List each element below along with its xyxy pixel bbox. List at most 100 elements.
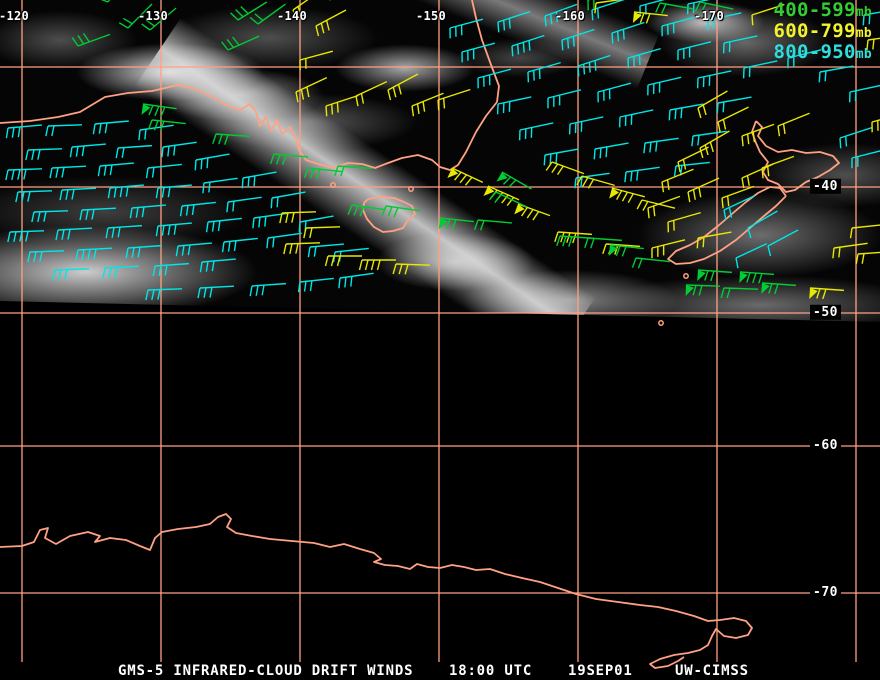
barb-feather [608,88,611,100]
wind-barb [741,163,774,189]
barb-feather [148,105,154,116]
barb-feather [751,14,754,26]
legend-unit: mb [855,5,872,20]
wind-barb [202,177,238,194]
barb-feather [857,156,859,167]
wind-barb [355,80,388,107]
island-dot [408,186,414,192]
barb-feather [117,227,121,238]
wind-barb [477,68,512,89]
barb-shaft [451,167,484,184]
barb-feather [55,229,59,241]
barb-feather [866,39,869,51]
wind-barb [98,0,129,3]
barb-feather [194,159,197,171]
wind-barb [411,92,444,117]
barb-feather [768,283,773,294]
barb-feather [21,191,25,203]
barb-feather [688,47,691,58]
barb-feather [556,165,564,176]
barb-shaft [597,82,632,93]
wind-barb [751,3,785,26]
wind-barb [518,122,554,141]
barb-feather [702,104,707,116]
barb-feather [85,209,89,220]
barb-feather [517,44,520,55]
barb-shaft [551,161,585,175]
wind-barb [577,54,611,77]
barb-shaft [253,212,288,219]
wind-barb [643,137,679,154]
barb-feather [666,179,670,191]
wind-barb [594,0,630,14]
barb-feather [597,91,599,103]
wind-barb [721,185,755,209]
barb-shaft [697,269,732,274]
barb-feather [590,238,595,249]
barb-feather [716,102,719,114]
barb-shaft [697,70,732,79]
barb-feather [25,149,29,161]
barb-feather [643,142,646,154]
wind-barb [141,7,177,31]
wind-barb [105,224,142,239]
barb-shaft [177,242,212,247]
barb-feather [227,241,231,252]
barb-feather [661,25,663,37]
barb-feather [503,20,506,31]
barb-feather [11,127,15,138]
barb-feather [839,137,842,149]
wind-barb [686,0,722,15]
barb-feather [511,45,514,57]
barb-shaft [667,211,701,223]
wind-barb [483,185,520,206]
wind-barb [449,18,484,39]
barb-feather [159,121,165,132]
barb-feather [735,257,739,269]
barb-feather [588,62,591,73]
barb-feather [107,187,111,199]
barb-feather [501,194,509,204]
wind-barb [221,35,260,51]
barb-shaft [154,262,189,267]
barb-feather [92,123,96,135]
barb-shaft [107,0,129,3]
barb-shaft [142,103,177,110]
wind-barb [338,272,374,289]
barb-feather [155,225,159,237]
barb-feather [698,285,703,296]
barb-shaft [677,41,712,51]
wind-barb [661,16,696,37]
wind-barb [381,205,420,218]
barb-feather [822,288,827,300]
wind-barb [25,148,63,161]
barb-feather [767,245,772,257]
barb-shaft [627,47,661,59]
wind-barb [324,255,362,267]
wind-barb [720,287,759,299]
barb-feather [125,247,129,259]
barb-feather [131,247,135,258]
wind-barb [194,153,230,171]
barb-feather [173,224,177,235]
barb-shaft [477,68,512,79]
barb-feather [700,2,707,13]
wind-barb [71,32,111,47]
barb-shaft [17,190,53,193]
barb-feather [398,264,403,275]
barb-feather [460,24,463,36]
barb-feather [303,281,307,292]
wind-barb [212,133,250,145]
wind-barb [249,282,286,297]
wind-barb [347,204,386,217]
barb-feather [52,269,56,281]
barb-feather [152,265,156,277]
barb-feather [381,205,387,216]
barb-feather [370,259,375,271]
barb-feather [497,21,500,33]
barb-feather [782,123,786,135]
barb-feather [655,2,661,13]
barb-feather [746,272,751,283]
wind-barb [179,201,216,217]
